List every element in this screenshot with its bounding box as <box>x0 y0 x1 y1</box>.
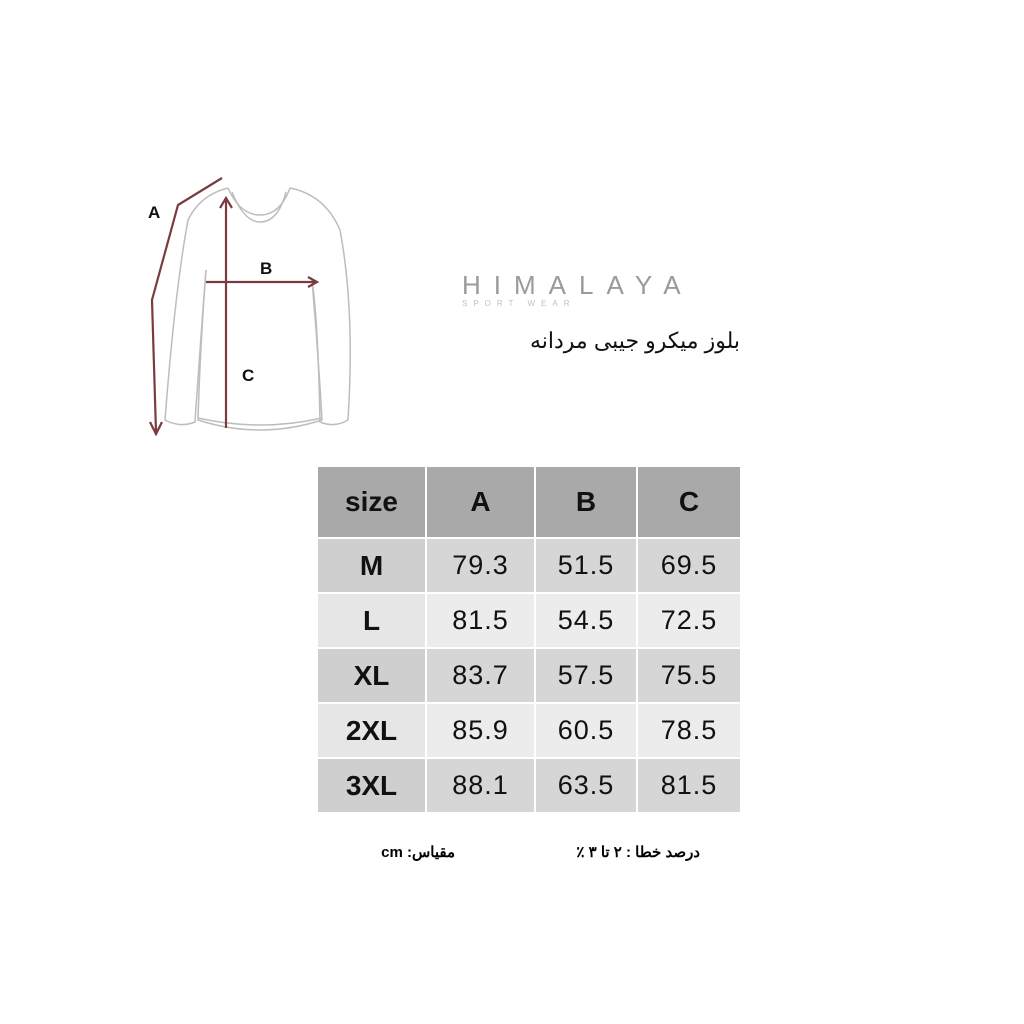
value-cell: 79.3 <box>427 539 534 592</box>
size-cell: 2XL <box>318 704 425 757</box>
header-a: A <box>427 467 534 537</box>
value-cell: 81.5 <box>427 594 534 647</box>
header-b: B <box>536 467 636 537</box>
brand-logo: HIMALAYA SPORT WEAR <box>462 270 732 308</box>
size-cell: L <box>318 594 425 647</box>
value-cell: 72.5 <box>638 594 740 647</box>
header-c: C <box>638 467 740 537</box>
table-row: L 81.5 54.5 72.5 <box>318 594 740 647</box>
value-cell: 51.5 <box>536 539 636 592</box>
value-cell: 75.5 <box>638 649 740 702</box>
size-table: size A B C M 79.3 51.5 69.5 L 81.5 54.5 … <box>316 465 742 814</box>
table-row: 2XL 85.9 60.5 78.5 <box>318 704 740 757</box>
product-title: بلوز میکرو جیبی مردانه <box>529 328 740 353</box>
label-b: B <box>260 259 273 278</box>
value-cell: 78.5 <box>638 704 740 757</box>
label-a: A <box>148 203 161 222</box>
header-size: size <box>318 467 425 537</box>
value-cell: 63.5 <box>536 759 636 812</box>
brand-tagline: SPORT WEAR <box>462 299 576 308</box>
value-cell: 85.9 <box>427 704 534 757</box>
value-cell: 81.5 <box>638 759 740 812</box>
measurement-arrows <box>149 177 320 437</box>
tolerance-note: درصد خطا : ۲ تا ۳ ٪ <box>576 844 700 861</box>
table-row: M 79.3 51.5 69.5 <box>318 539 740 592</box>
size-cell: XL <box>318 649 425 702</box>
sweater-outline-icon <box>149 177 351 437</box>
table-header: size A B C <box>318 467 740 537</box>
value-cell: 57.5 <box>536 649 636 702</box>
value-cell: 54.5 <box>536 594 636 647</box>
brand-name: HIMALAYA <box>462 270 694 300</box>
table-row: 3XL 88.1 63.5 81.5 <box>318 759 740 812</box>
value-cell: 69.5 <box>638 539 740 592</box>
value-cell: 88.1 <box>427 759 534 812</box>
table-row: XL 83.7 57.5 75.5 <box>318 649 740 702</box>
size-cell: M <box>318 539 425 592</box>
size-cell: 3XL <box>318 759 425 812</box>
value-cell: 83.7 <box>427 649 534 702</box>
label-c: C <box>242 366 255 385</box>
sweater-diagram: A B C <box>140 170 370 450</box>
unit-note: مقیاس: cm <box>381 844 455 861</box>
value-cell: 60.5 <box>536 704 636 757</box>
